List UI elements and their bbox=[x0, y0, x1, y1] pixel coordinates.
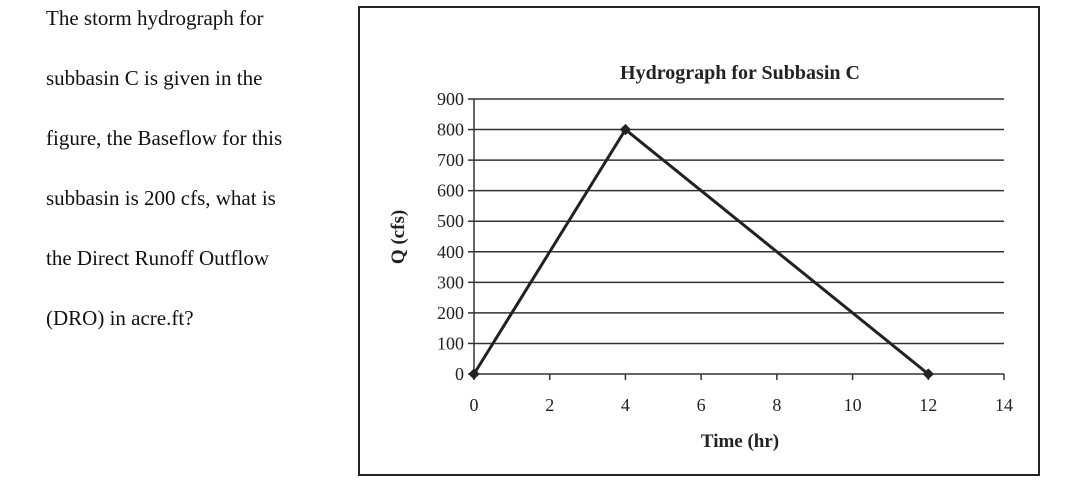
figure-frame bbox=[358, 6, 1040, 476]
y-tick-label: 600 bbox=[437, 181, 464, 201]
y-axis-label: Q (cfs) bbox=[388, 210, 409, 264]
question-line: subbasin C is given in the bbox=[46, 66, 263, 90]
x-tick-label: 2 bbox=[545, 395, 554, 415]
x-axis-label: Time (hr) bbox=[701, 431, 779, 452]
question-line: (DRO) in acre.ft? bbox=[46, 306, 194, 330]
question-line: subbasin is 200 cfs, what is bbox=[46, 186, 276, 210]
chart-title: Hydrograph for Subbasin C bbox=[620, 62, 860, 84]
y-tick-label: 100 bbox=[437, 333, 464, 353]
data-point-marker bbox=[922, 368, 934, 380]
question-line: the Direct Runoff Outflow bbox=[46, 246, 269, 270]
x-tick-label: 12 bbox=[919, 395, 937, 415]
x-tick-label: 4 bbox=[621, 395, 630, 415]
x-tick-label: 8 bbox=[772, 395, 781, 415]
x-tick-label: 10 bbox=[844, 395, 862, 415]
x-tick-label: 14 bbox=[995, 395, 1013, 415]
y-tick-label: 500 bbox=[437, 211, 464, 231]
question-line: figure, the Baseflow for this bbox=[46, 126, 283, 150]
y-tick-label: 300 bbox=[437, 272, 464, 292]
y-tick-label: 0 bbox=[455, 364, 464, 384]
y-tick-label: 700 bbox=[437, 150, 464, 170]
data-point-marker bbox=[468, 368, 480, 380]
question-line: The storm hydrograph for bbox=[46, 6, 264, 30]
y-tick-label: 900 bbox=[437, 89, 464, 109]
x-tick-label: 0 bbox=[470, 395, 479, 415]
y-tick-label: 800 bbox=[437, 120, 464, 140]
y-tick-label: 200 bbox=[437, 303, 464, 323]
x-tick-label: 6 bbox=[697, 395, 706, 415]
y-tick-label: 400 bbox=[437, 242, 464, 262]
